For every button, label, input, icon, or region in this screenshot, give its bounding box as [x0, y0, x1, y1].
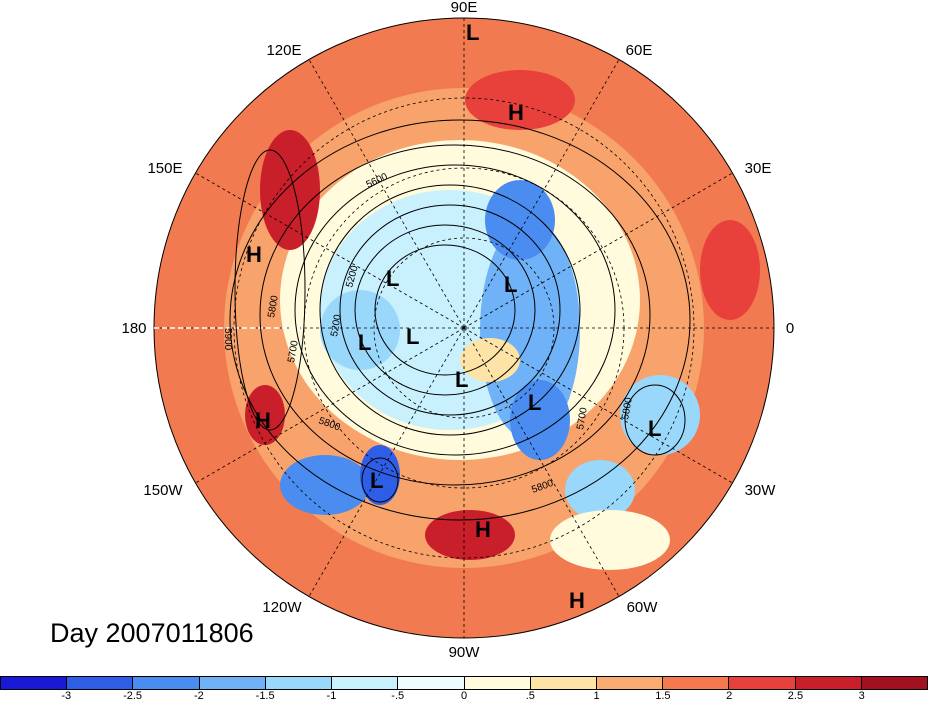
colorbar-tick-label: 3: [858, 690, 865, 702]
low-center: L: [358, 330, 371, 355]
longitude-labels: 90E 60E 120E 30E 150E 0 180 30W 150W 60W…: [121, 0, 794, 661]
colorbar-swatch: [729, 677, 796, 689]
lon-label: 0: [786, 320, 794, 337]
high-center: H: [569, 588, 585, 613]
lon-label: 120W: [262, 599, 302, 616]
polar-map: 5900 5800 5700 5200 5200 5600 5800 5700 …: [121, 0, 794, 661]
colorbar-tick-label: 1: [593, 690, 600, 702]
low-center: L: [455, 367, 468, 392]
anomaly-field: [154, 18, 774, 638]
colorbar-swatch: [67, 677, 134, 689]
contour-label: 5200: [329, 313, 344, 337]
colorbar-ticks: -3 -2.5 -2 -1.5 -1 -.5 0 .5 1 1.5 2 2.5 3: [0, 690, 928, 702]
low-center: L: [370, 468, 383, 493]
colorbar-tick-label: -1.5: [255, 690, 275, 702]
colorbar-swatch: [1, 677, 68, 689]
colorbar: [0, 676, 928, 690]
pressure-centers: L H H H L L L L L L L L H H: [246, 20, 661, 613]
contour-label: 5700: [286, 339, 301, 363]
colorbar-tick-label: 0: [460, 690, 468, 702]
colorbar-swatch: [133, 677, 200, 689]
colorbar-swatch: [199, 677, 266, 689]
lon-label: 90E: [451, 0, 478, 16]
colorbar-tick-label: 1.5: [655, 690, 671, 702]
contour-label: 5800: [266, 294, 281, 318]
contour-label: 5700: [575, 406, 590, 430]
colorbar-swatch: [530, 677, 597, 689]
colorbar-tick-label: -2: [193, 690, 204, 702]
colorbar-tick-label: -3: [61, 690, 72, 702]
colorbar-swatch: [332, 677, 399, 689]
colorbar-swatch: [663, 677, 730, 689]
high-center: H: [508, 100, 524, 125]
colorbar-swatch: [265, 677, 333, 689]
height-contours: [229, 119, 691, 521]
map-title: Day 2007011806: [50, 618, 254, 648]
contour-label: 5900: [222, 328, 233, 351]
lon-label: 150W: [143, 482, 183, 499]
colorbar-tick-label: 2.5: [787, 690, 804, 702]
colorbar-tick-label: .5: [525, 690, 535, 702]
low-center: L: [386, 266, 399, 291]
lon-label: 60E: [626, 42, 653, 59]
lon-label: 30E: [745, 160, 772, 177]
colorbar-tick-label: -1: [326, 690, 337, 702]
colorbar-tick-label: -.5: [391, 690, 405, 702]
colorbar-swatch: [398, 677, 465, 689]
high-center: H: [475, 517, 491, 542]
lon-label: 30W: [745, 482, 777, 499]
low-center: L: [406, 324, 419, 349]
lon-label: 150E: [147, 160, 182, 177]
high-center: H: [255, 408, 271, 433]
contour-labels: 5900 5800 5700 5200 5200 5600 5800 5700 …: [222, 171, 635, 496]
lon-label: 120E: [266, 42, 301, 59]
colorbar-swatch: [464, 677, 531, 689]
low-center: L: [648, 416, 661, 441]
low-center: L: [466, 20, 479, 45]
lon-label: 180: [121, 320, 146, 337]
colorbar-swatch: [596, 677, 664, 689]
colorbar-tick-label: -2.5: [123, 690, 143, 702]
lon-label: 90W: [449, 644, 481, 661]
contour-label: 5800: [620, 396, 635, 420]
colorbar-swatch: [861, 677, 928, 689]
colorbar-tick-label: 2: [726, 690, 733, 702]
lon-label: 60W: [627, 599, 659, 616]
high-center: H: [246, 242, 262, 267]
low-center: L: [528, 390, 541, 415]
low-center: L: [504, 272, 517, 297]
colorbar-swatch: [795, 677, 862, 689]
